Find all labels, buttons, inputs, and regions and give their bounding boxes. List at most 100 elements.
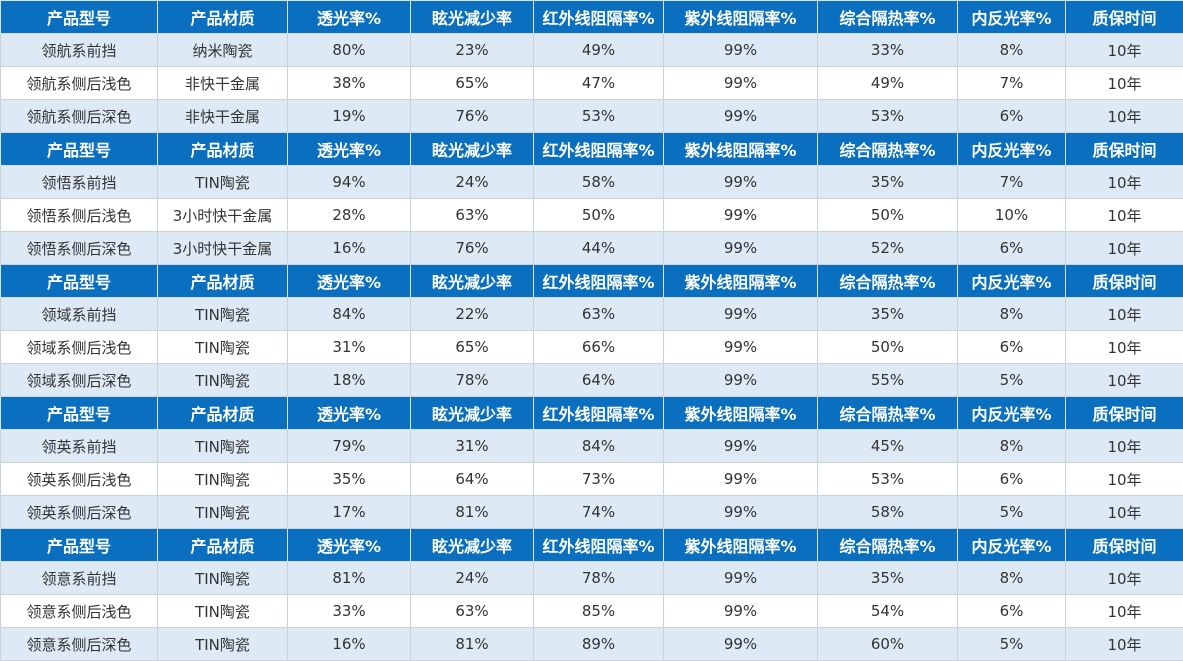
column-header-transmittance: 透光率% — [287, 132, 411, 166]
cell-ir-rejection: 63% — [533, 297, 664, 331]
cell-warranty: 10年 — [1065, 462, 1183, 496]
cell-ir-rejection: 78% — [533, 561, 664, 595]
cell-transmittance: 33% — [287, 594, 411, 628]
cell-model: 领悟系侧后深色 — [0, 231, 158, 265]
cell-material: TIN陶瓷 — [157, 561, 288, 595]
cell-heat-rejection: 35% — [817, 297, 958, 331]
cell-glare-reduction: 76% — [410, 99, 534, 133]
cell-material: TIN陶瓷 — [157, 462, 288, 496]
cell-warranty: 10年 — [1065, 627, 1183, 661]
table-row: 领域系前挡 TIN陶瓷 84% 22% 63% 99% 35% 8% 10年 — [0, 297, 1183, 331]
cell-uv-rejection: 99% — [663, 66, 818, 100]
cell-ir-rejection: 44% — [533, 231, 664, 265]
column-header-material: 产品材质 — [157, 396, 288, 430]
column-header-warranty: 质保时间 — [1065, 396, 1183, 430]
column-header-interior-reflectance: 内反光率% — [957, 528, 1066, 562]
cell-uv-rejection: 99% — [663, 99, 818, 133]
cell-material: TIN陶瓷 — [157, 627, 288, 661]
cell-uv-rejection: 99% — [663, 165, 818, 199]
cell-ir-rejection: 85% — [533, 594, 664, 628]
column-header-warranty: 质保时间 — [1065, 0, 1183, 34]
column-header-model: 产品型号 — [0, 132, 158, 166]
cell-glare-reduction: 23% — [410, 33, 534, 67]
cell-material: TIN陶瓷 — [157, 297, 288, 331]
table-row: 领悟系前挡 TIN陶瓷 94% 24% 58% 99% 35% 7% 10年 — [0, 165, 1183, 199]
cell-interior-reflectance: 6% — [957, 99, 1066, 133]
cell-interior-reflectance: 6% — [957, 594, 1066, 628]
cell-transmittance: 80% — [287, 33, 411, 67]
cell-glare-reduction: 65% — [410, 330, 534, 364]
table-row: 领域系侧后浅色 TIN陶瓷 31% 65% 66% 99% 50% 6% 10年 — [0, 330, 1183, 364]
cell-model: 领航系前挡 — [0, 33, 158, 67]
column-header-glare-reduction: 眩光减少率 — [410, 528, 534, 562]
cell-interior-reflectance: 8% — [957, 429, 1066, 463]
column-header-material: 产品材质 — [157, 0, 288, 34]
cell-transmittance: 35% — [287, 462, 411, 496]
column-header-warranty: 质保时间 — [1065, 528, 1183, 562]
cell-model: 领意系侧后浅色 — [0, 594, 158, 628]
column-header-heat-rejection: 综合隔热率% — [817, 0, 958, 34]
cell-heat-rejection: 50% — [817, 330, 958, 364]
cell-warranty: 10年 — [1065, 66, 1183, 100]
cell-warranty: 10年 — [1065, 99, 1183, 133]
column-header-model: 产品型号 — [0, 396, 158, 430]
cell-warranty: 10年 — [1065, 165, 1183, 199]
cell-glare-reduction: 81% — [410, 627, 534, 661]
cell-warranty: 10年 — [1065, 198, 1183, 232]
cell-heat-rejection: 49% — [817, 66, 958, 100]
cell-transmittance: 38% — [287, 66, 411, 100]
column-header-uv-rejection: 紫外线阻隔率% — [663, 0, 818, 34]
cell-interior-reflectance: 6% — [957, 231, 1066, 265]
cell-model: 领航系侧后浅色 — [0, 66, 158, 100]
cell-transmittance: 28% — [287, 198, 411, 232]
cell-model: 领悟系前挡 — [0, 165, 158, 199]
table-row: 领域系侧后深色 TIN陶瓷 18% 78% 64% 99% 55% 5% 10年 — [0, 363, 1183, 397]
table-row: 领航系侧后深色 非快干金属 19% 76% 53% 99% 53% 6% 10年 — [0, 99, 1183, 133]
cell-glare-reduction: 78% — [410, 363, 534, 397]
cell-transmittance: 79% — [287, 429, 411, 463]
cell-interior-reflectance: 7% — [957, 165, 1066, 199]
cell-interior-reflectance: 5% — [957, 627, 1066, 661]
cell-model: 领域系前挡 — [0, 297, 158, 331]
cell-heat-rejection: 60% — [817, 627, 958, 661]
cell-glare-reduction: 63% — [410, 594, 534, 628]
header-row: 产品型号 产品材质 透光率% 眩光减少率 红外线阻隔率% 紫外线阻隔率% 综合隔热率% 内反光… — [0, 528, 1183, 562]
table-row: 领英系侧后浅色 TIN陶瓷 35% 64% 73% 99% 53% 6% 10年 — [0, 462, 1183, 496]
column-header-ir-rejection: 红外线阻隔率% — [533, 396, 664, 430]
cell-material: TIN陶瓷 — [157, 429, 288, 463]
cell-uv-rejection: 99% — [663, 462, 818, 496]
cell-material: TIN陶瓷 — [157, 594, 288, 628]
cell-ir-rejection: 47% — [533, 66, 664, 100]
column-header-glare-reduction: 眩光减少率 — [410, 132, 534, 166]
cell-transmittance: 84% — [287, 297, 411, 331]
column-header-material: 产品材质 — [157, 264, 288, 298]
cell-warranty: 10年 — [1065, 33, 1183, 67]
cell-model: 领航系侧后深色 — [0, 99, 158, 133]
cell-material: TIN陶瓷 — [157, 363, 288, 397]
cell-heat-rejection: 58% — [817, 495, 958, 529]
cell-heat-rejection: 52% — [817, 231, 958, 265]
column-header-interior-reflectance: 内反光率% — [957, 264, 1066, 298]
cell-model: 领英系侧后深色 — [0, 495, 158, 529]
column-header-glare-reduction: 眩光减少率 — [410, 264, 534, 298]
header-row: 产品型号 产品材质 透光率% 眩光减少率 红外线阻隔率% 紫外线阻隔率% 综合隔热率% 内反光… — [0, 0, 1183, 34]
cell-model: 领意系前挡 — [0, 561, 158, 595]
column-header-interior-reflectance: 内反光率% — [957, 132, 1066, 166]
cell-warranty: 10年 — [1065, 330, 1183, 364]
cell-interior-reflectance: 8% — [957, 297, 1066, 331]
table-row: 领意系侧后深色 TIN陶瓷 16% 81% 89% 99% 60% 5% 10年 — [0, 627, 1183, 661]
cell-transmittance: 18% — [287, 363, 411, 397]
column-header-uv-rejection: 紫外线阻隔率% — [663, 396, 818, 430]
column-header-model: 产品型号 — [0, 264, 158, 298]
cell-interior-reflectance: 8% — [957, 561, 1066, 595]
cell-interior-reflectance: 7% — [957, 66, 1066, 100]
cell-ir-rejection: 89% — [533, 627, 664, 661]
cell-warranty: 10年 — [1065, 561, 1183, 595]
cell-ir-rejection: 73% — [533, 462, 664, 496]
cell-interior-reflectance: 6% — [957, 330, 1066, 364]
cell-warranty: 10年 — [1065, 594, 1183, 628]
cell-transmittance: 81% — [287, 561, 411, 595]
cell-heat-rejection: 55% — [817, 363, 958, 397]
cell-ir-rejection: 74% — [533, 495, 664, 529]
column-header-warranty: 质保时间 — [1065, 264, 1183, 298]
